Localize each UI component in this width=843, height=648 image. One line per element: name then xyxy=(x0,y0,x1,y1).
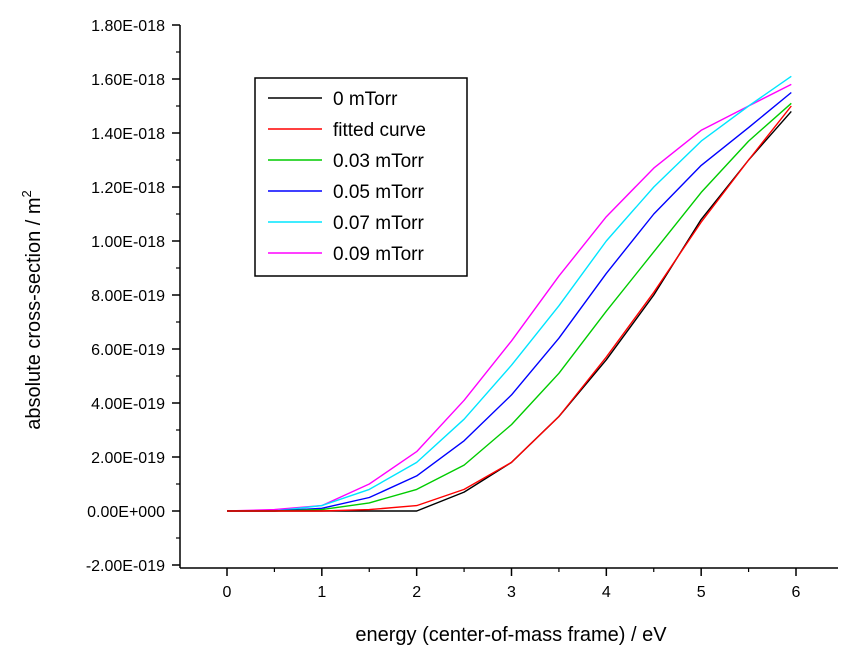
series-line-fitted-curve xyxy=(227,105,792,512)
legend-label: fitted curve xyxy=(333,120,426,141)
y-axis-title-main: absolute cross-section / m xyxy=(23,197,45,429)
x-tick-label: 1 xyxy=(317,584,326,601)
legend-label: 0.03 mTorr xyxy=(333,151,424,172)
y-tick-label: 0.00E+000 xyxy=(87,504,165,521)
axes xyxy=(179,25,838,569)
y-tick-label: 1.20E-018 xyxy=(91,180,165,197)
x-tick-label: 3 xyxy=(507,584,516,601)
y-tick-label: 1.60E-018 xyxy=(91,72,165,89)
x-tick-label: 6 xyxy=(792,584,801,601)
legend-label: 0.05 mTorr xyxy=(333,182,424,203)
legend: 0 mTorr fitted curve 0.03 mTorr 0.05 mTorr 0… xyxy=(254,77,468,277)
y-tick-label: 4.00E-019 xyxy=(91,396,165,413)
y-tick-label: 6.00E-019 xyxy=(91,342,165,359)
y-tick-label: 1.00E-018 xyxy=(91,234,165,251)
y-tick-label: -2.00E-019 xyxy=(86,558,165,575)
legend-label: 0.09 mTorr xyxy=(333,244,424,265)
y-axis-title: absolute cross-section / m2 xyxy=(19,190,45,430)
x-tick-label: 0 xyxy=(223,584,232,601)
y-axis-title-group: absolute cross-section / m2 xyxy=(19,190,45,430)
y-tick-label: 8.00E-019 xyxy=(91,288,165,305)
legend-box xyxy=(254,77,468,277)
legend-label: 0.07 mTorr xyxy=(333,213,424,234)
series-line-0-03-mtorr xyxy=(227,102,792,512)
x-axis-title: energy (center-of-mass frame) / eV xyxy=(355,624,667,646)
x-ticks: 0 1 2 3 4 5 6 xyxy=(223,568,801,601)
x-tick-label: 4 xyxy=(602,584,611,601)
y-tick-label: 2.00E-019 xyxy=(91,450,165,467)
series-line-0-07-mtorr xyxy=(227,75,792,512)
y-ticks: -2.00E-019 0.00E+000 2.00E-019 4.00E-019 6.0… xyxy=(86,18,180,575)
y-tick-label: 1.80E-018 xyxy=(91,18,165,35)
y-axis-title-superscript: 2 xyxy=(19,190,34,197)
series-line-0-05-mtorr xyxy=(227,91,792,512)
series-lines xyxy=(226,75,792,512)
legend-label: 0 mTorr xyxy=(333,89,398,110)
y-tick-label: 1.40E-018 xyxy=(91,126,165,143)
x-tick-label: 5 xyxy=(697,584,706,601)
x-tick-label: 2 xyxy=(412,584,421,601)
